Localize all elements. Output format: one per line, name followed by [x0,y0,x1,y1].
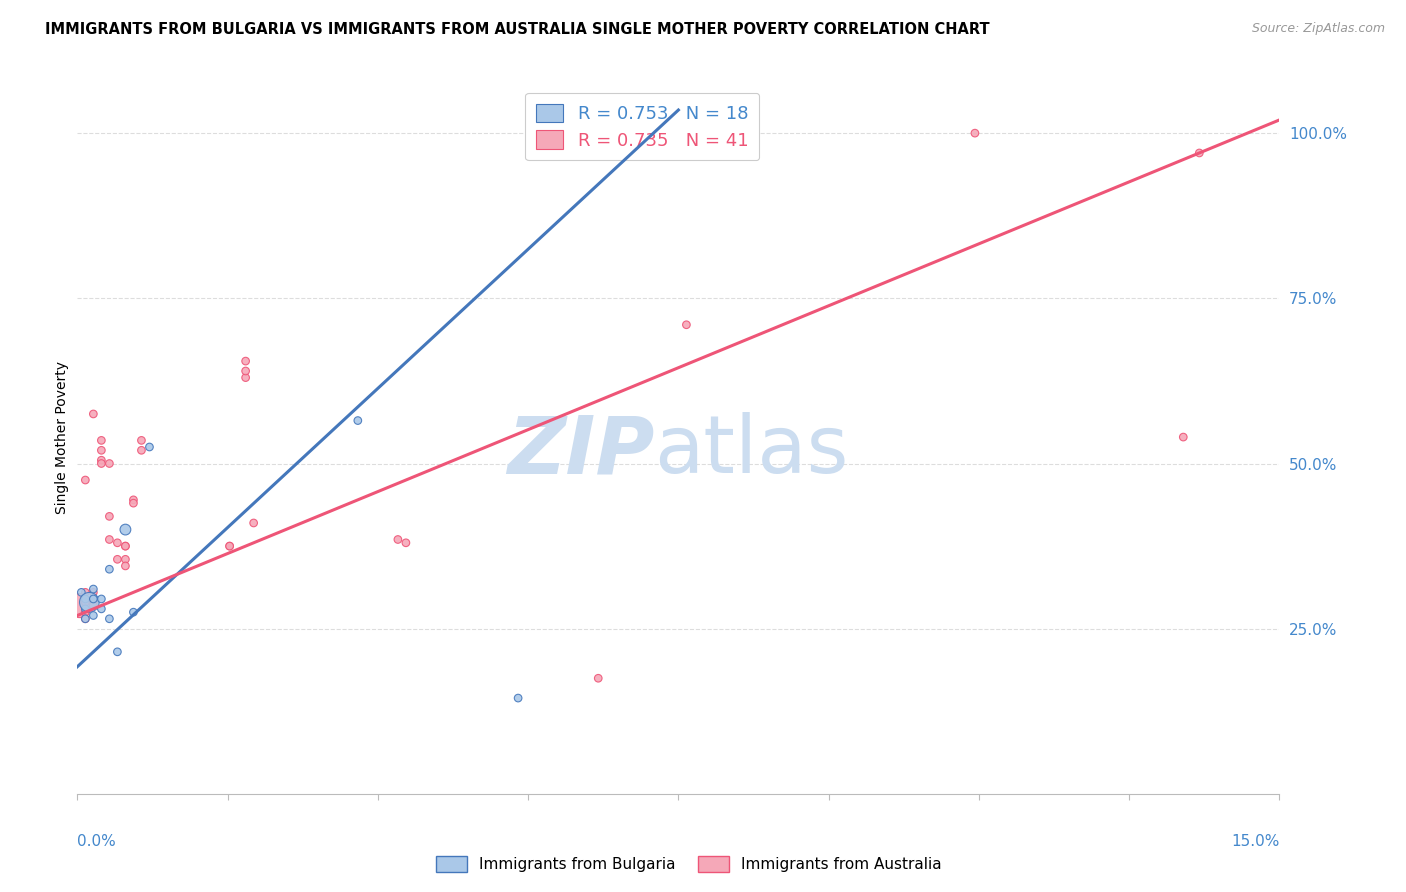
Point [98,612,121,626]
Point [122,496,145,510]
Point [114,539,136,553]
Legend: R = 0.753   N = 18, R = 0.735   N = 41: R = 0.753 N = 18, R = 0.735 N = 41 [526,93,759,161]
Point [218,539,240,553]
Point [114,523,136,537]
Point [1173,430,1195,444]
Point [79,595,101,609]
Point [75,585,97,599]
Point [69,599,91,613]
Point [98,562,121,576]
Point [347,413,370,427]
Point [122,605,145,619]
Point [75,612,97,626]
Point [963,126,986,140]
Text: atlas: atlas [654,412,849,491]
Point [107,552,129,566]
Point [235,370,257,384]
Point [387,533,409,547]
Point [235,364,257,378]
Point [75,602,97,616]
Point [242,516,264,530]
Point [114,539,136,553]
Point [82,595,104,609]
Text: 15.0%: 15.0% [1232,834,1279,849]
Point [75,612,97,626]
Point [588,126,610,140]
Point [675,318,697,332]
Point [82,582,104,596]
Point [75,591,97,606]
Point [90,591,112,606]
Point [82,599,104,613]
Text: ZIP: ZIP [508,412,654,491]
Point [1188,145,1211,160]
Point [131,434,153,448]
Point [218,539,240,553]
Point [235,354,257,368]
Point [138,440,160,454]
Point [75,473,97,487]
Y-axis label: Single Mother Poverty: Single Mother Poverty [55,360,69,514]
Point [588,671,610,685]
Point [90,434,112,448]
Text: IMMIGRANTS FROM BULGARIA VS IMMIGRANTS FROM AUSTRALIA SINGLE MOTHER POVERTY CORR: IMMIGRANTS FROM BULGARIA VS IMMIGRANTS F… [45,22,990,37]
Point [75,595,97,609]
Point [90,453,112,467]
Point [122,492,145,507]
Point [90,602,112,616]
Point [82,591,104,606]
Point [114,552,136,566]
Point [98,533,121,547]
Point [131,443,153,458]
Text: 0.0%: 0.0% [77,834,117,849]
Point [107,536,129,550]
Point [90,443,112,458]
Point [75,605,97,619]
Point [98,457,121,471]
Text: Source: ZipAtlas.com: Source: ZipAtlas.com [1251,22,1385,36]
Point [82,608,104,623]
Point [70,585,93,599]
Point [82,585,104,599]
Point [98,509,121,524]
Legend: Immigrants from Bulgaria, Immigrants from Australia: Immigrants from Bulgaria, Immigrants fro… [429,848,949,880]
Point [508,691,530,706]
Point [90,457,112,471]
Point [114,558,136,573]
Point [395,536,418,550]
Point [107,645,129,659]
Point [82,407,104,421]
